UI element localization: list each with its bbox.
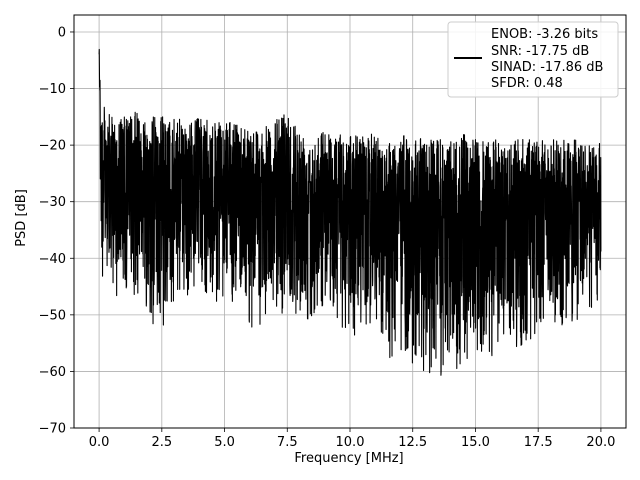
- y-tick-label: 0: [58, 25, 66, 40]
- y-axis-ticks: 0 −10 −20 −30 −40 −50 −60 −70: [39, 25, 74, 437]
- x-tick-label: 5.0: [214, 435, 235, 450]
- psd-trace: [98, 48, 602, 376]
- x-axis-ticks: 0.0 2.5 5.0 7.5 10.0 12.5 15.0 17.5 20.0: [89, 428, 615, 450]
- legend-line-sinad: SINAD: -17.86 dB: [491, 60, 603, 75]
- x-tick-label: 0.0: [89, 435, 110, 450]
- legend-box: [447, 21, 619, 98]
- psd-line: [98, 48, 602, 376]
- x-axis-label: Frequency [MHz]: [294, 451, 403, 466]
- legend-line-snr: SNR: -17.75 dB: [491, 44, 589, 59]
- y-axis-label: PSD [dB]: [14, 189, 29, 247]
- x-tick-label: 17.5: [524, 435, 553, 450]
- x-tick-label: 7.5: [277, 435, 298, 450]
- y-tick-label: −50: [39, 308, 66, 323]
- y-tick-label: −70: [39, 422, 66, 437]
- x-tick-label: 12.5: [398, 435, 427, 450]
- legend-line-enob: ENOB: -3.26 bits: [491, 27, 598, 42]
- legend-line-sfdr: SFDR: 0.48: [491, 76, 563, 91]
- x-tick-label: 2.5: [151, 435, 172, 450]
- x-tick-label: 10.0: [336, 435, 365, 450]
- y-tick-label: −10: [39, 82, 66, 97]
- y-tick-label: −40: [39, 252, 66, 267]
- y-tick-label: −60: [39, 365, 66, 380]
- y-tick-label: −20: [39, 139, 66, 154]
- y-tick-label: −30: [39, 195, 66, 210]
- legend: ENOB: -3.26 bits SNR: -17.75 dB SINAD: -…: [447, 21, 619, 98]
- x-tick-label: 20.0: [586, 435, 615, 450]
- x-tick-label: 15.0: [461, 435, 490, 450]
